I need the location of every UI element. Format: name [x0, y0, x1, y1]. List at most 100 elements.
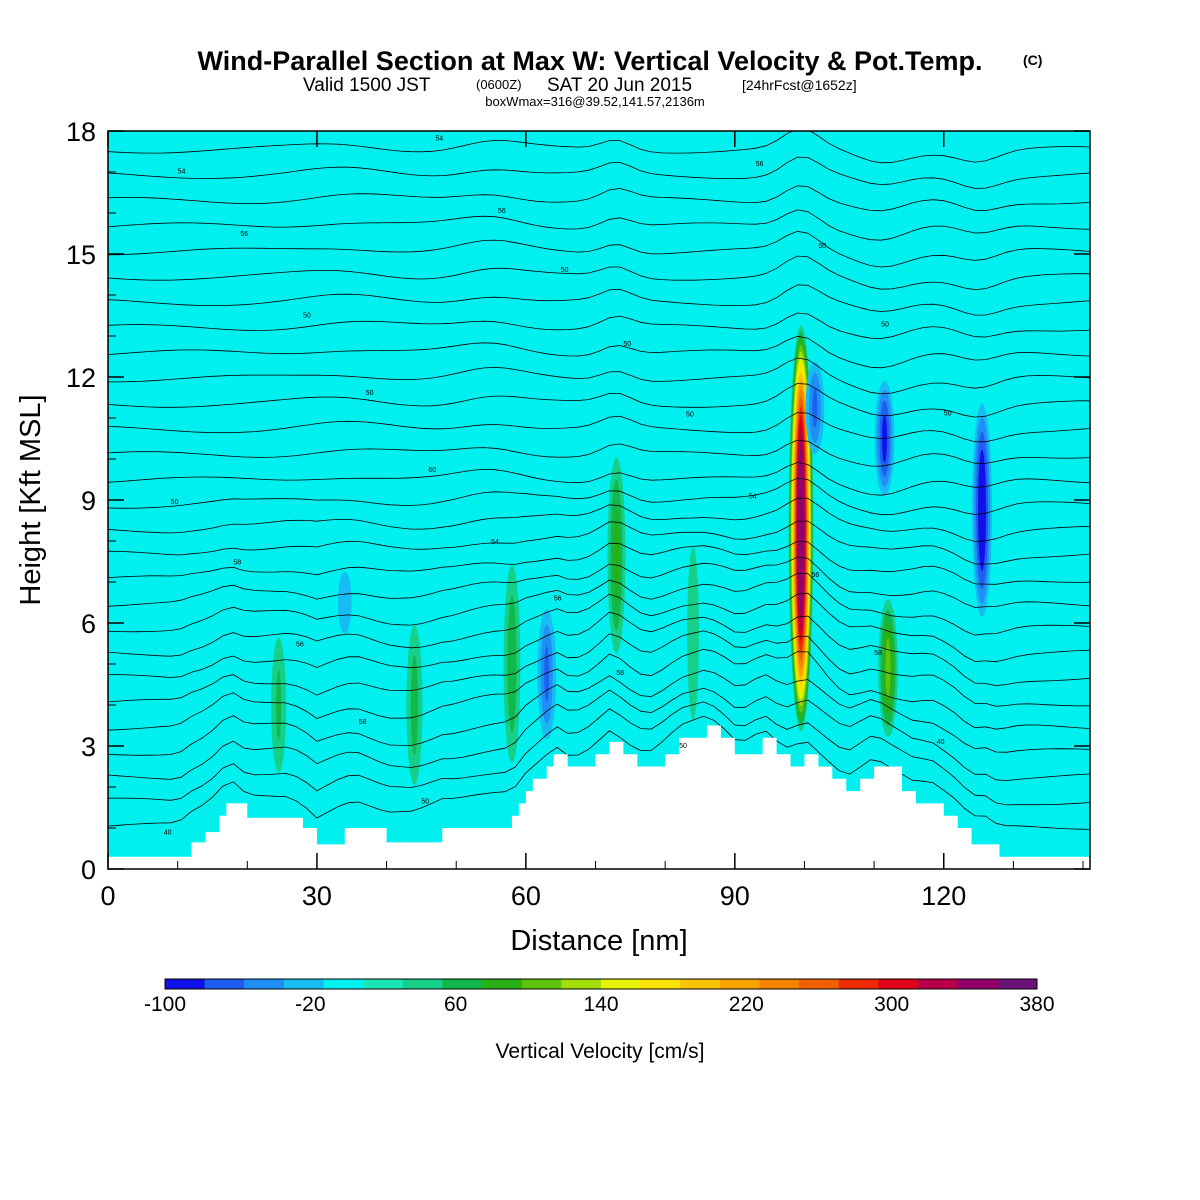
theta-line-4	[108, 648, 1090, 731]
theta-label-7: 56	[296, 641, 304, 648]
updraft-0-level-14	[797, 437, 805, 620]
theta-label-6: 58	[874, 650, 882, 657]
valid-utc: (0600Z)	[476, 77, 522, 92]
theta-label-27: 54	[435, 136, 443, 143]
colorbar-swatch-0	[165, 979, 206, 989]
theta-line-16	[108, 412, 1090, 443]
theta-label-3: 40	[937, 739, 945, 746]
theta-line-21	[108, 284, 1090, 316]
colorbar-swatch-17	[838, 979, 879, 989]
theta-label-11: 54	[491, 539, 499, 546]
downdraft-0-level-3	[978, 449, 987, 571]
y-tick-label-6: 18	[66, 117, 96, 147]
theta-label-16: 50	[944, 410, 952, 417]
colorbar-swatch-15	[759, 979, 800, 989]
theta-label-20: 50	[303, 313, 311, 320]
theta-label-18: 50	[623, 341, 631, 348]
updraft-1-level-3	[885, 637, 891, 699]
theta-line-12	[108, 497, 1090, 542]
theta-label-26: 54	[178, 169, 186, 176]
theta-line-22	[108, 255, 1090, 291]
contour-labels: 40 50 50 40 58 58 58 56 56 56 58 54 54 50 60 50 50 50 50 50…	[164, 136, 952, 837]
theta-label-25: 56	[756, 161, 764, 168]
colorbar-tick-label-1: -20	[295, 993, 325, 1016]
colorbar-swatch-16	[799, 979, 840, 989]
theta-line-17	[108, 383, 1090, 418]
valid-date: SAT 20 Jun 2015	[547, 75, 692, 96]
theta-line-10	[108, 540, 1090, 585]
theta-line-7	[108, 592, 1090, 663]
theta-line-25	[108, 185, 1090, 212]
updraft-2-level-2	[613, 509, 619, 601]
theta-line-26	[108, 156, 1090, 189]
forecast-label: [24hrFcst@1652z]	[742, 77, 857, 93]
colorbar-swatch-21	[997, 979, 1038, 989]
theta-label-10: 58	[233, 559, 241, 566]
colorbar-swatch-11	[601, 979, 642, 989]
theta-line-27	[108, 131, 1090, 164]
theta-label-17: 50	[366, 390, 374, 397]
theta-label-9: 56	[811, 572, 819, 579]
velocity-cells	[271, 325, 993, 785]
theta-label-22: 50	[818, 243, 826, 250]
theta-line-18	[108, 357, 1090, 395]
colorbar-frame	[164, 978, 1038, 990]
theta-line-5	[108, 630, 1090, 707]
theta-line-15	[108, 439, 1090, 467]
y-axis-label: Height [Kft MSL]	[15, 394, 47, 605]
colorbar-tick-label-0: -100	[144, 993, 186, 1016]
theta-label-15: 50	[686, 412, 694, 419]
theta-line-8	[108, 572, 1090, 636]
colorbar-tick-label-5: 300	[874, 993, 909, 1016]
colorbar-swatch-2	[244, 979, 285, 989]
colorbar-swatch-12	[640, 979, 681, 989]
terrain	[108, 725, 1090, 869]
colorbar-swatch-7	[442, 979, 483, 989]
x-axis-label: Distance [nm]	[510, 925, 687, 957]
colorbar-swatch-1	[204, 979, 245, 989]
colorbar-swatch-5	[363, 979, 404, 989]
box-wmax-label: boxWmax=316@39.52,141.57,2136m	[485, 94, 705, 109]
valid-prefix: Valid 1500 JST	[303, 75, 431, 96]
plot-area: 40 50 50 40 58 58 58 56 56 56 58 54 54 50 60 50 50 50 50 50…	[108, 131, 1090, 869]
theta-line-23	[108, 230, 1090, 268]
chart-title: Wind-Parallel Section at Max W: Vertical…	[198, 46, 983, 76]
theta-label-13: 50	[171, 499, 179, 506]
colorbar	[164, 978, 1038, 990]
theta-label-2: 50	[679, 743, 687, 750]
colorbar-swatch-14	[719, 979, 761, 989]
colorbar-tick-label-4: 220	[729, 993, 764, 1016]
x-tick-label-3: 90	[720, 881, 750, 911]
theta-line-14	[108, 462, 1090, 496]
theta-label-8: 56	[554, 595, 562, 602]
colorbar-swatch-20	[957, 979, 998, 989]
x-tick-label-1: 30	[302, 881, 332, 911]
downdraft-4-level-0	[337, 571, 352, 634]
colorbar-swatch-10	[561, 979, 602, 989]
downdraft-3-level-2	[544, 646, 550, 703]
velocity-field-background	[108, 131, 1090, 869]
downdraft-2-level-2	[812, 387, 818, 428]
y-tick-label-4: 12	[66, 363, 96, 393]
updraft-3-level-1	[507, 595, 517, 733]
theta-line-1	[108, 701, 1090, 806]
x-axis: 0 30 60 90 120	[100, 131, 1084, 911]
theta-label-14: 60	[428, 467, 436, 474]
theta-label-5: 58	[616, 670, 624, 677]
updraft-5-level-1	[276, 669, 282, 741]
theta-label-4: 58	[359, 719, 367, 726]
theta-line-6	[108, 611, 1090, 687]
theta-line-19	[108, 335, 1090, 369]
x-tick-label-4: 120	[921, 881, 966, 911]
theta-line-0	[108, 715, 1090, 830]
colorbar-swatch-8	[482, 979, 523, 989]
y-tick-label-0: 0	[81, 855, 96, 885]
y-tick-label-5: 15	[66, 240, 96, 270]
theta-line-9	[108, 556, 1090, 608]
x-tick-label-2: 60	[511, 881, 541, 911]
theta-label-23: 56	[240, 231, 248, 238]
colorbar-swatch-3	[283, 979, 325, 989]
colorbar-tick-label-6: 380	[1019, 993, 1054, 1016]
colorbar-swatch-6	[402, 979, 443, 989]
